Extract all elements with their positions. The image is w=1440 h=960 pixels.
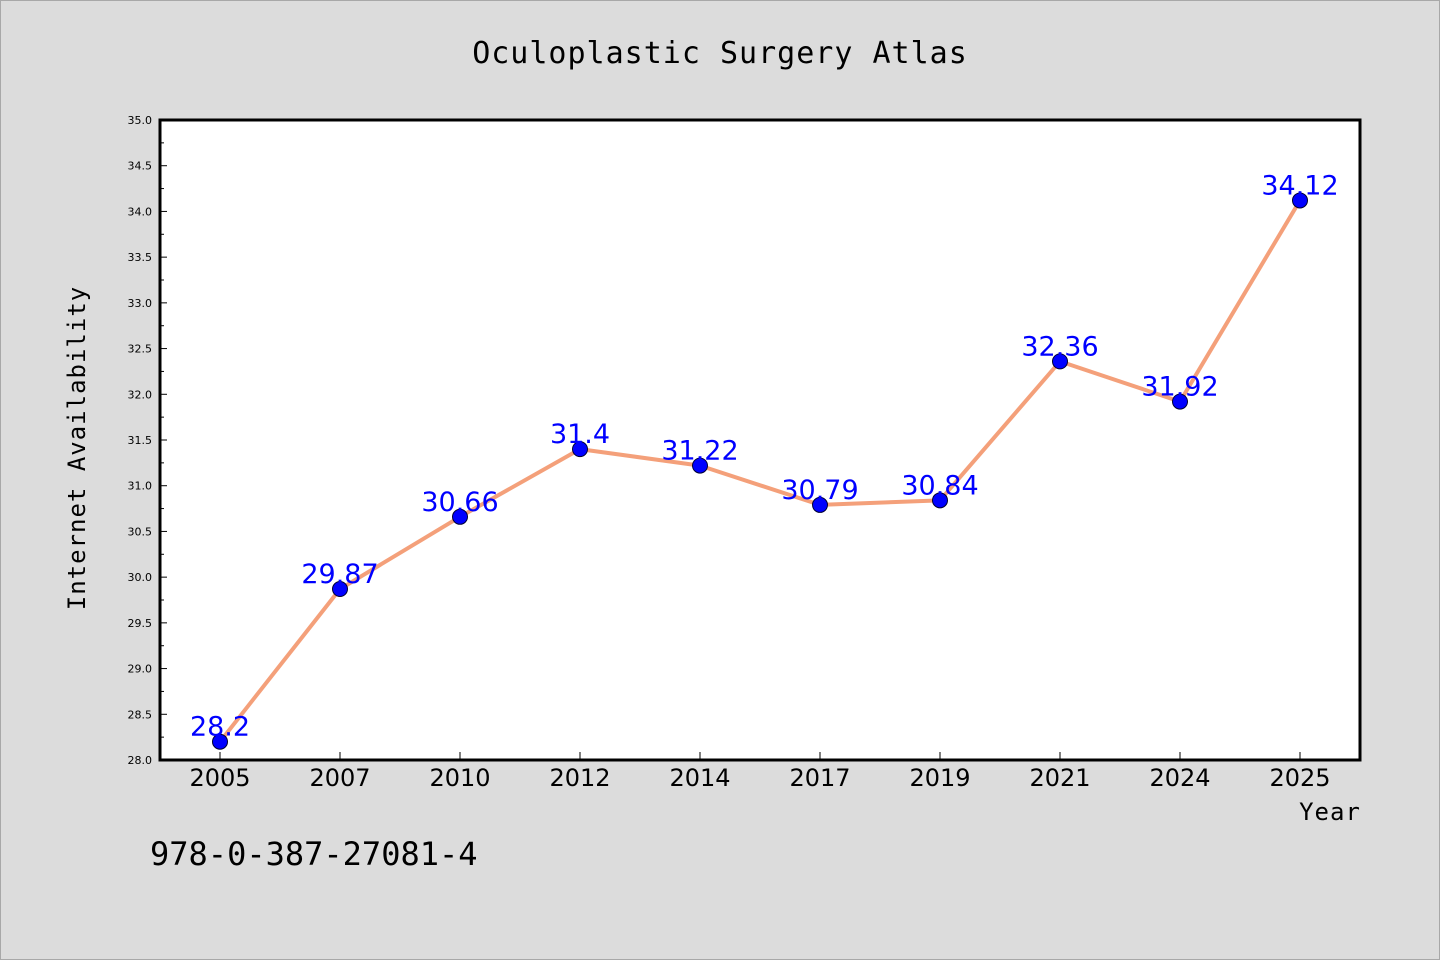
data-markers: [212, 192, 1308, 750]
y-axis-label: Internet Availability: [63, 286, 91, 610]
x-tick-label: 2019: [909, 764, 970, 792]
y-tick-label: 31.5: [128, 434, 153, 447]
x-axis-label: Year: [1299, 798, 1361, 826]
x-tick-label: 2005: [189, 764, 250, 792]
data-point: [452, 508, 468, 525]
y-tick-label: 34.0: [128, 205, 153, 218]
data-point: [932, 492, 948, 509]
data-label: 34.12: [1261, 170, 1338, 201]
data-point: [1292, 192, 1308, 209]
y-tick-label: 28.0: [128, 754, 153, 767]
x-tick-label: 2012: [549, 764, 610, 792]
data-point: [812, 496, 828, 513]
y-tick-label: 35.0: [128, 114, 153, 127]
y-tick-label: 29.0: [128, 663, 153, 676]
data-label: 31.4: [550, 419, 610, 450]
data-label: 32.36: [1021, 331, 1098, 362]
series-line: [218, 198, 1302, 744]
x-tick-label: 2014: [669, 764, 730, 792]
x-tick-label: 2021: [1029, 764, 1090, 792]
y-tick-label: 30.5: [128, 525, 153, 538]
x-tick-label: 2017: [789, 764, 850, 792]
data-point: [332, 581, 348, 598]
y-tick-label: 29.5: [128, 617, 153, 630]
data-point: [1172, 393, 1188, 410]
y-tick-label: 33.5: [128, 251, 153, 264]
data-label: 28.2: [190, 712, 250, 743]
data-point: [212, 733, 228, 750]
footnote-isbn: 978-0-387-27081-4: [150, 835, 478, 873]
plot-area: [160, 120, 1360, 760]
chart-title: Oculoplastic Surgery Atlas: [472, 36, 968, 71]
data-label: 30.84: [901, 470, 978, 501]
y-tick-label: 32.0: [128, 388, 153, 401]
data-labels: 28.2 29.87 30.66 31.4 31.22 30.79 30.84 32.36 31…: [190, 170, 1339, 742]
y-tick-label: 34.5: [128, 160, 153, 173]
x-tick-label: 2010: [429, 764, 490, 792]
data-point: [692, 457, 708, 474]
data-point: [1052, 353, 1068, 370]
y-tick-label: 31.0: [128, 480, 153, 493]
x-tick-label: 2024: [1149, 764, 1210, 792]
y-tick-label: 28.5: [128, 708, 153, 721]
x-axis-ticks: 2005 2007 2010 2012 2014 2017 2019 2021 2024 2025: [189, 752, 1331, 792]
data-label: 31.92: [1141, 372, 1218, 403]
plot-frame: [158, 118, 1362, 762]
data-label: 29.87: [301, 559, 378, 590]
y-tick-label: 33.0: [128, 297, 153, 310]
data-label: 30.79: [781, 475, 858, 506]
data-label: 30.66: [421, 487, 498, 518]
y-tick-label: 32.5: [128, 343, 153, 356]
data-point: [572, 441, 588, 458]
x-tick-label: 2025: [1269, 764, 1330, 792]
y-tick-label: 30.0: [128, 571, 153, 584]
data-label: 31.22: [661, 436, 738, 467]
x-tick-label: 2007: [309, 764, 370, 792]
